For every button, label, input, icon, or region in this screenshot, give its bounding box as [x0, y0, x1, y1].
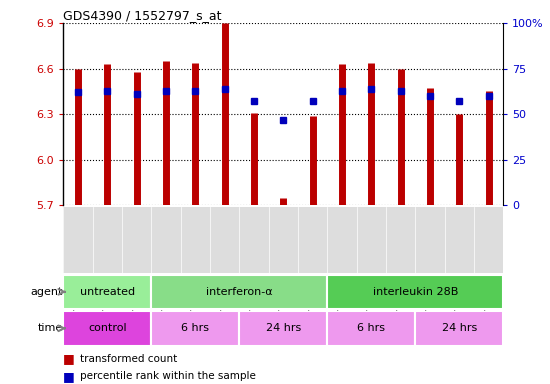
Text: percentile rank within the sample: percentile rank within the sample [80, 371, 256, 381]
Text: 6 hrs: 6 hrs [358, 323, 385, 333]
Bar [415, 311, 503, 346]
Bar [63, 311, 151, 346]
Text: transformed count: transformed count [80, 354, 177, 364]
Bar [327, 275, 503, 309]
Text: ■: ■ [63, 353, 75, 366]
Text: interferon-α: interferon-α [206, 287, 273, 297]
Text: 24 hrs: 24 hrs [266, 323, 301, 333]
Text: ■: ■ [63, 370, 75, 383]
Text: GDS4390 / 1552797_s_at: GDS4390 / 1552797_s_at [63, 9, 222, 22]
Text: 6 hrs: 6 hrs [182, 323, 209, 333]
Text: 24 hrs: 24 hrs [442, 323, 477, 333]
Bar [151, 275, 327, 309]
Bar [239, 311, 327, 346]
Text: time: time [37, 323, 63, 333]
Text: control: control [88, 323, 126, 333]
Text: untreated: untreated [80, 287, 135, 297]
Bar [63, 275, 151, 309]
Bar [327, 311, 415, 346]
Text: interleukin 28B: interleukin 28B [372, 287, 458, 297]
Text: agent: agent [30, 287, 63, 297]
Bar [151, 311, 239, 346]
